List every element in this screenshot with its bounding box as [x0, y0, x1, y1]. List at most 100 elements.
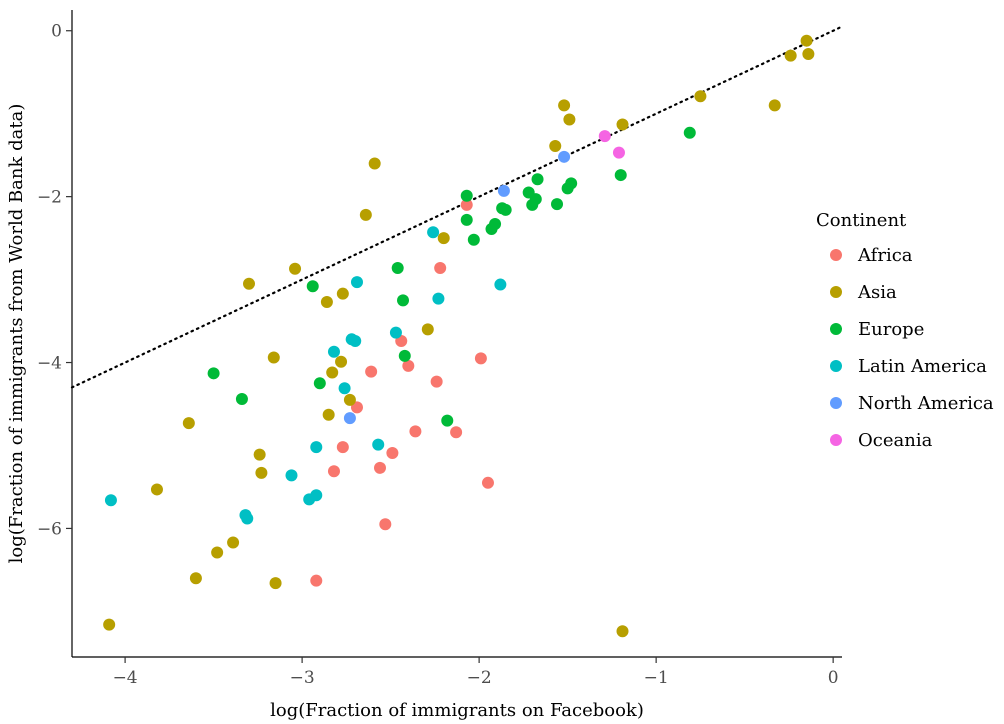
data-point	[485, 222, 498, 235]
data-point	[349, 334, 362, 347]
y-tick-label: −6	[37, 519, 62, 539]
x-axis-title: log(Fraction of immigrants on Facebook)	[270, 700, 644, 721]
data-point	[460, 198, 473, 211]
data-point	[386, 446, 399, 459]
legend-title: Continent	[816, 210, 907, 231]
data-point	[359, 208, 372, 221]
data-point	[365, 365, 378, 378]
data-point	[598, 130, 611, 143]
data-point	[207, 367, 220, 380]
data-point	[526, 198, 539, 211]
data-point	[800, 34, 813, 47]
data-point	[612, 146, 625, 159]
data-point	[255, 466, 268, 479]
data-point	[391, 261, 404, 274]
data-point	[350, 401, 363, 414]
data-point	[343, 393, 356, 406]
data-point	[350, 276, 363, 289]
data-point	[437, 232, 450, 245]
data-point	[427, 226, 440, 239]
data-point	[310, 441, 323, 454]
data-point	[421, 323, 434, 336]
data-point	[327, 345, 340, 358]
data-point	[269, 577, 282, 590]
data-point	[558, 150, 571, 163]
data-point	[551, 198, 564, 211]
data-point	[326, 366, 339, 379]
axes-layer: −4 −3 −2 −1 0 0 −2 −4 −6	[37, 10, 842, 688]
data-point	[327, 465, 340, 478]
x-tick-label: 0	[828, 668, 839, 688]
x-tick-label: −4	[113, 668, 138, 688]
data-point	[450, 426, 463, 439]
data-point	[338, 382, 351, 395]
data-point	[683, 126, 696, 139]
x-tick-label: −3	[290, 668, 315, 688]
data-point	[267, 351, 280, 364]
data-point	[802, 47, 815, 60]
legend-label: Latin America	[858, 356, 987, 377]
legend-label: Europe	[858, 319, 924, 340]
data-point	[460, 213, 473, 226]
data-point	[289, 262, 302, 275]
legend-key	[830, 286, 842, 298]
data-point	[343, 412, 356, 425]
data-point	[241, 512, 254, 525]
x-tick-label: −2	[467, 668, 492, 688]
legend-label: Asia	[857, 282, 897, 303]
data-point	[467, 233, 480, 246]
data-point	[322, 408, 335, 421]
data-point	[310, 574, 323, 587]
data-point	[235, 393, 248, 406]
data-point	[768, 99, 781, 112]
data-point	[481, 476, 494, 489]
data-point	[497, 184, 510, 197]
data-point	[494, 278, 507, 291]
data-point	[558, 99, 571, 112]
legend-key	[830, 249, 842, 261]
data-point	[563, 113, 576, 126]
data-point	[496, 202, 509, 215]
data-point	[336, 287, 349, 300]
legend-key	[830, 397, 842, 409]
data-point	[285, 469, 298, 482]
y-tick-label: −4	[37, 354, 62, 374]
data-point	[549, 140, 562, 153]
data-point	[561, 182, 574, 195]
data-point	[531, 173, 544, 186]
data-point	[397, 294, 410, 307]
points-layer	[103, 34, 815, 638]
data-point	[306, 280, 319, 293]
data-point	[150, 483, 163, 496]
data-point	[227, 536, 240, 549]
data-point	[303, 493, 316, 506]
data-point	[379, 518, 392, 531]
legend-label: Africa	[857, 245, 913, 266]
data-point	[616, 625, 629, 638]
reference-line	[70, 25, 844, 389]
data-point	[430, 375, 443, 388]
data-point	[313, 377, 326, 390]
data-point	[182, 417, 195, 430]
data-point	[616, 118, 629, 131]
legend-label: Oceania	[858, 430, 933, 451]
data-point	[320, 295, 333, 308]
data-point	[694, 90, 707, 103]
data-point	[434, 261, 447, 274]
data-point	[211, 546, 224, 559]
legend-label: North America	[858, 393, 994, 414]
data-point	[441, 414, 454, 427]
data-point	[432, 292, 445, 305]
data-point	[103, 618, 116, 631]
x-tick-label: −1	[644, 668, 669, 688]
data-point	[104, 494, 117, 507]
legend-key	[830, 434, 842, 446]
data-point	[474, 352, 487, 365]
reference-line-layer	[70, 25, 844, 389]
data-point	[372, 438, 385, 451]
data-point	[253, 448, 266, 461]
data-point	[398, 349, 411, 362]
legend-key	[830, 360, 842, 372]
data-point	[389, 326, 402, 339]
